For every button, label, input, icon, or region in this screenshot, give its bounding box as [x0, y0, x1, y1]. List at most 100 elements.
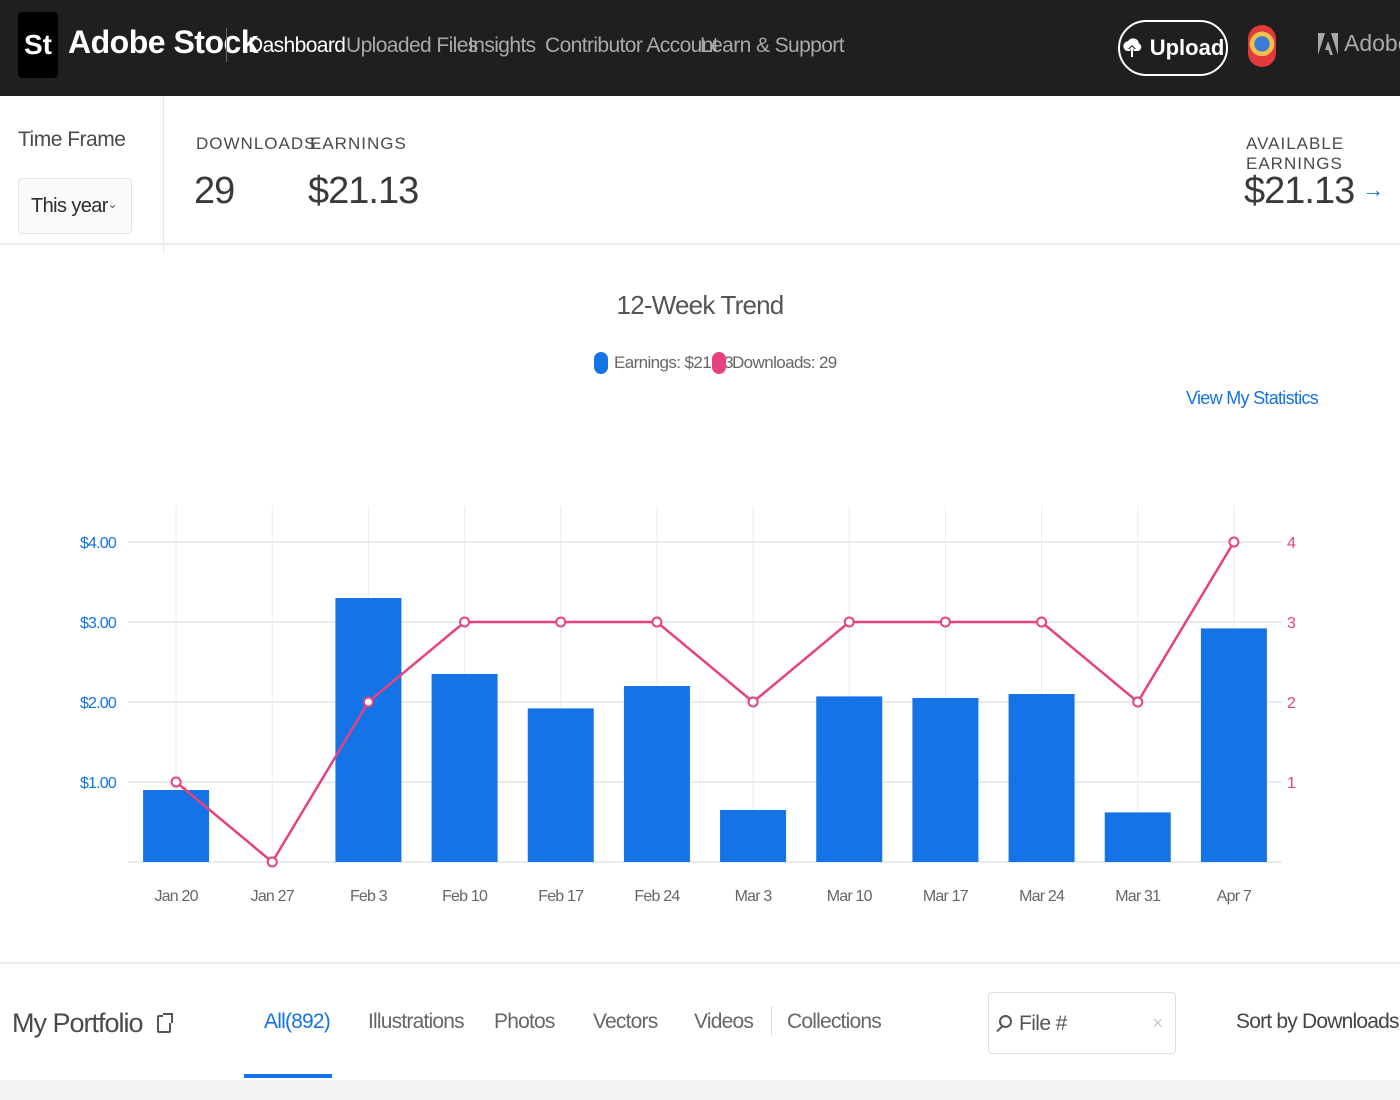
downloads-point[interactable] [747, 696, 759, 708]
x-axis-tick-label: Mar 3 [735, 888, 773, 905]
x-axis-tick-label: Feb 24 [634, 888, 680, 905]
tab-videos[interactable]: Videos [694, 1010, 754, 1033]
legend-earnings-label: Earnings: $21.13 [614, 353, 734, 372]
downloads-value: 29 [194, 170, 235, 212]
file-number-input[interactable] [1019, 1009, 1139, 1039]
available-earnings-label: AVAILABLE EARNINGS [1246, 134, 1345, 173]
nav-contributor-account[interactable]: Contributor Account [545, 34, 719, 57]
downloads-point[interactable] [555, 616, 567, 628]
right-axis-tick-label: 1 [1287, 775, 1296, 792]
earnings-bar[interactable] [1104, 812, 1171, 862]
right-axis-tick-label: 2 [1287, 695, 1296, 712]
legend-downloads[interactable]: Downloads: 29 [712, 352, 837, 374]
upload-button[interactable]: Upload [1118, 20, 1228, 76]
earnings-bar[interactable] [143, 790, 210, 862]
earnings-bar[interactable] [912, 698, 979, 862]
adobe-stock-logo[interactable]: St [18, 12, 58, 78]
downloads-point[interactable] [843, 616, 855, 628]
earnings-value: $21.13 [308, 170, 419, 212]
earnings-bar[interactable] [720, 810, 787, 862]
portfolio-heading: My Portfolio [12, 1008, 173, 1039]
sort-label: Sort by Downloads [1236, 1010, 1399, 1033]
x-axis-tick-label: Mar 10 [827, 888, 873, 905]
search-icon [999, 1015, 1012, 1028]
downloads-point[interactable] [651, 616, 663, 628]
view-my-statistics-link[interactable]: View My Statistics [1186, 388, 1319, 408]
upload-button-label: Upload [1149, 35, 1225, 60]
adobe-logo-icon [1318, 32, 1338, 55]
tab-vectors[interactable]: Vectors [593, 1010, 658, 1033]
x-axis-tick-label: Feb 17 [538, 888, 584, 905]
earnings-bar[interactable] [623, 686, 690, 862]
right-axis-tick-label: 3 [1287, 615, 1296, 632]
x-axis-tick-label: Mar 24 [1019, 888, 1065, 905]
x-axis-tick-label: Feb 3 [350, 888, 388, 905]
portfolio-content-area [0, 1080, 1400, 1100]
earnings-legend-dot [594, 352, 608, 374]
nav-learn-support[interactable]: Learn & Support [700, 34, 845, 57]
downloads-point[interactable] [1036, 616, 1048, 628]
tab-collections[interactable]: Collections [787, 1010, 882, 1033]
time-frame-value: This year [31, 194, 108, 217]
earnings-bar[interactable] [335, 598, 402, 862]
stats-divider [163, 96, 164, 254]
adobe-link[interactable]: Adobe [1318, 30, 1400, 57]
earnings-bar[interactable] [431, 674, 498, 862]
right-axis-tick-label: 4 [1287, 535, 1296, 552]
downloads-point[interactable] [362, 696, 374, 708]
downloads-point[interactable] [1132, 696, 1144, 708]
nav-dashboard[interactable]: Dashboard [248, 34, 346, 57]
active-tab-indicator [244, 1074, 332, 1078]
earnings-bar[interactable] [816, 696, 883, 862]
time-frame-select[interactable]: This year ⌄ [18, 178, 132, 234]
nav-insights[interactable]: Insights [468, 34, 536, 57]
left-axis-tick-label: $4.00 [80, 535, 117, 552]
user-avatar[interactable] [1248, 25, 1276, 67]
downloads-line [175, 541, 1235, 864]
arrow-right-icon[interactable]: → [1362, 177, 1384, 202]
x-axis-tick-label: Jan 20 [154, 888, 198, 905]
tab-photos[interactable]: Photos [494, 1010, 555, 1033]
portfolio-title: My Portfolio [12, 1008, 144, 1038]
legend-earnings[interactable]: Earnings: $21.13 [594, 352, 734, 374]
x-axis-tick-label: Apr 7 [1217, 888, 1252, 905]
earnings-bar[interactable] [1008, 694, 1075, 862]
chart-title: 12-Week Trend [616, 290, 785, 320]
x-axis-tick-label: Mar 17 [923, 888, 969, 905]
downloads-point[interactable] [170, 776, 182, 788]
downloads-legend-dot [712, 352, 726, 374]
brand-name[interactable]: Adobe Stock [68, 24, 259, 60]
time-frame-label: Time Frame [18, 128, 126, 151]
sort-dropdown[interactable]: Sort by Downloads ⌄ [1236, 1010, 1400, 1034]
x-axis-tick-label: Jan 27 [251, 888, 295, 905]
downloads-point[interactable] [1228, 536, 1240, 548]
chart-bottom-divider [0, 962, 1400, 964]
downloads-point[interactable] [459, 616, 471, 628]
downloads-point[interactable] [266, 856, 278, 868]
left-axis-tick-label: $1.00 [80, 775, 117, 792]
clear-icon[interactable]: × [1152, 1013, 1163, 1033]
file-search-box: × [988, 992, 1176, 1054]
tab-illustrations[interactable]: Illustrations [368, 1010, 465, 1033]
downloads-point[interactable] [939, 616, 951, 628]
tabs-divider [771, 1006, 772, 1036]
nav-divider [226, 28, 227, 62]
x-axis-tick-label: Feb 10 [442, 888, 488, 905]
earnings-bar[interactable] [527, 708, 594, 862]
top-navigation-bar: St Adobe Stock Dashboard Uploaded Files … [0, 0, 1400, 96]
left-axis-tick-label: $3.00 [80, 615, 117, 632]
downloads-label: DOWNLOADS [196, 134, 317, 153]
nav-uploaded-files[interactable]: Uploaded Files [346, 34, 478, 57]
left-axis-tick-label: $2.00 [80, 695, 117, 712]
earnings-label: EARNINGS [310, 134, 407, 153]
legend-downloads-label: Downloads: 29 [732, 353, 837, 372]
available-earnings-amount: $21.13 [1244, 170, 1355, 212]
cloud-upload-icon [1123, 38, 1141, 57]
tab-all[interactable]: All(892) [264, 1010, 331, 1033]
available-earnings-value: $21.13 → [1244, 170, 1384, 213]
stats-bottom-divider [0, 243, 1400, 245]
earnings-bar[interactable] [1200, 628, 1267, 862]
x-axis-tick-label: Mar 31 [1115, 888, 1161, 905]
external-link-icon[interactable] [156, 1012, 173, 1033]
adobe-label: Adobe [1344, 30, 1400, 56]
